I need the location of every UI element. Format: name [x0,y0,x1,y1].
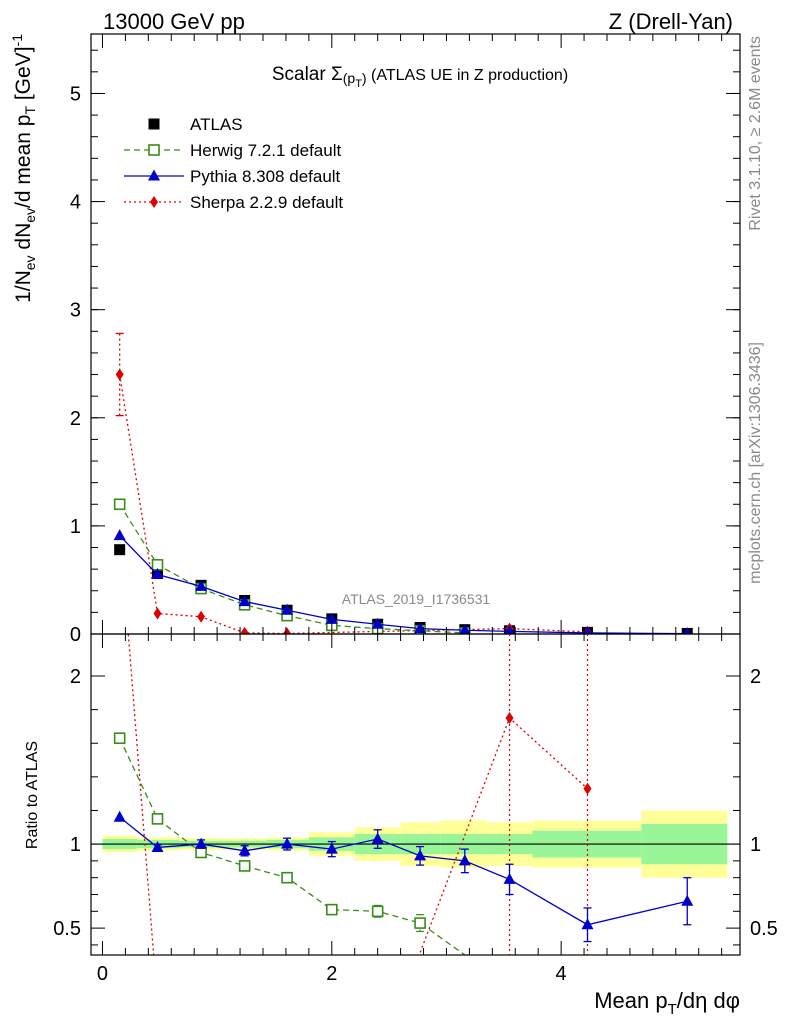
ratio-ytick-label-right: 2 [750,666,761,688]
ratio-pythia-point [114,811,126,822]
main-ytick-label: 1 [70,516,81,538]
main-sherpa-point [154,607,162,619]
main-ytick-label: 2 [70,408,81,430]
main-herwig-point [115,499,125,509]
plot-title: Scalar Σ(pT) (ATLAS UE in Z production) [272,64,568,90]
ratio-ytick-label-right: 1 [750,834,761,856]
analysis-watermark: ATLAS_2019_I1736531 [342,591,491,607]
ratio-herwig-point [282,873,292,883]
xtick-label: 2 [326,963,337,985]
main-atlas-point [114,544,125,555]
legend-pythia-marker [148,170,160,181]
main-ytick-label: 0 [70,624,81,646]
header-left: 13000 GeV pp [103,9,245,34]
ratio-sherpa-point [506,712,514,724]
ratio-pythia-point [504,873,516,884]
ratio-herwig-point [327,905,337,915]
header-right: Z (Drell-Yan) [609,9,733,34]
main-sherpa-point [241,627,249,639]
legend-atlas-label: ATLAS [190,115,243,134]
main-ytick-label: 4 [70,192,81,214]
ratio-ytick-label-left: 2 [70,666,81,688]
ratio-ytick-label-left: 1 [70,834,81,856]
main-ytick-label: 3 [70,300,81,322]
main-ytick-label: 5 [70,83,81,105]
xtick-label: 4 [556,963,567,985]
ratio-ytick-label-right: 0.5 [750,918,778,940]
legend-atlas-marker [149,119,160,130]
legend-sherpa-label: Sherpa 2.2.9 default [190,193,343,212]
main-sherpa-point [197,611,205,623]
mcplots-label: mcplots.cern.ch [arXiv:1306.3436] [747,342,764,584]
legend-sherpa-marker [150,196,158,208]
ratio-herwig-point [153,814,163,824]
legend-herwig-label: Herwig 7.2.1 default [190,141,341,160]
ratio-ylabel: Ratio to ATLAS [24,741,41,849]
main-ylabel: 1/Nev dNev/d mean pT [GeV]-1 [9,34,38,303]
main-frame [91,34,740,634]
x-axis-label: Mean pT/dη dφ [594,988,740,1018]
legend-pythia-label: Pythia 8.308 default [190,167,341,186]
rivet-label: Rivet 3.1.10, ≥ 2.6M events [747,36,764,231]
xtick-label: 0 [97,963,108,985]
legend-herwig-marker [149,145,159,155]
ratio-ytick-label-left: 0.5 [53,918,81,940]
ratio-herwig-point [240,861,250,871]
ratio-pythia-point [681,895,693,906]
main-sherpa-point [116,369,124,381]
ratio-frame [91,634,740,955]
ratio-herwig-point [373,906,383,916]
ratio-herwig-point [115,733,125,743]
ratio-sherpa-line [120,525,158,1004]
ratio-herwig-point [415,918,425,928]
ratio-herwig-point [196,847,206,857]
ratio-sherpa-point [583,783,591,795]
main-pythia-point [114,529,126,540]
legend: ATLAS Herwig 7.2.1 default Pythia 8.308 de… [124,115,343,212]
main-panel: 0 1 2 3 4 5 Scalar Σ(pT) (ATLAS UE in Z produ… [9,34,740,646]
